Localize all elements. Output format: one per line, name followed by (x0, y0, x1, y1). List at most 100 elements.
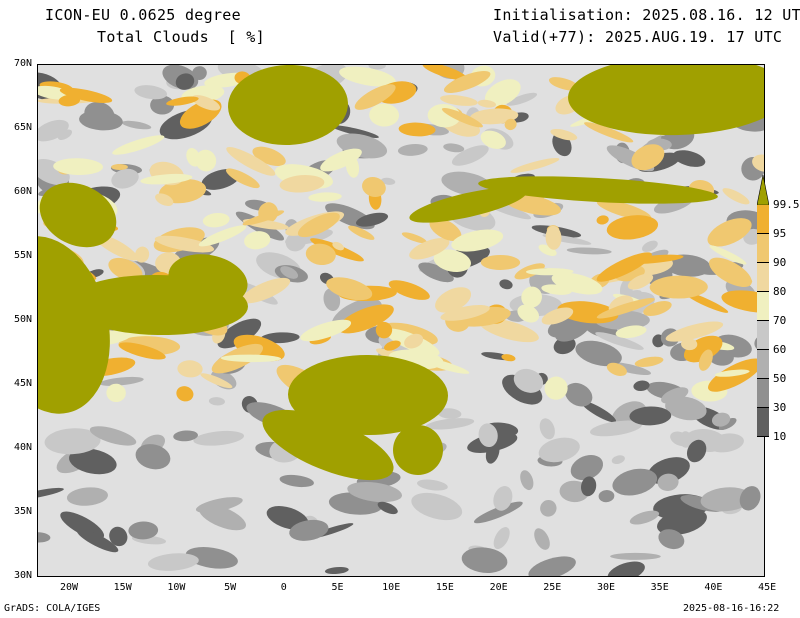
cloud-patch (485, 441, 500, 464)
cloud-patch (698, 349, 713, 371)
cloud-patch (521, 286, 542, 308)
cloud-patch (478, 423, 498, 448)
colorbar-label: 90 (773, 256, 787, 269)
lat-label: 35N (13, 506, 32, 517)
cloud-patch (634, 356, 664, 367)
cloud-patch (84, 101, 115, 128)
cloud-patch (348, 225, 375, 240)
cloud-patch (540, 499, 557, 517)
cloud-patch (528, 556, 576, 576)
cloud-patch (244, 231, 271, 250)
lat-label: 70N (13, 58, 32, 69)
cloud-patch (440, 95, 478, 106)
cloud-patch (121, 120, 152, 130)
colorbar-label: 95 (773, 227, 787, 240)
cloud-cover-map (37, 64, 765, 577)
cloud-patch (300, 319, 352, 342)
cloud-patch (409, 238, 450, 260)
lon-label: 40E (704, 582, 723, 593)
cloud-patch (154, 235, 215, 253)
cloud-patch (437, 408, 462, 419)
cloud-patch (112, 135, 165, 155)
colorbar-segment (757, 234, 769, 263)
cloud-patch (596, 199, 652, 221)
cloud-patch (623, 254, 684, 265)
cloud-patch (241, 277, 291, 304)
cloud-patch (615, 325, 647, 339)
variable-title: Total Clouds [ %] (97, 28, 265, 46)
cloud-patch (147, 553, 199, 571)
cloud-patch (722, 188, 750, 205)
cloud-patch (643, 301, 672, 316)
colorbar-label: 30 (773, 401, 787, 414)
cloud-patch (332, 241, 344, 251)
cloud-patch (411, 492, 463, 521)
cloud-patch (538, 244, 557, 256)
cloud-patch (718, 418, 737, 431)
colorbar-segment (757, 408, 769, 437)
cloud-patch (441, 171, 493, 196)
cloud-patch (598, 490, 615, 503)
cloud-patch (128, 521, 159, 540)
cloud-patch (38, 236, 110, 414)
lat-label: 65N (13, 122, 32, 133)
cloud-patch (69, 448, 117, 475)
cloud-field (38, 65, 764, 576)
lon-label: 10W (167, 582, 186, 593)
cloud-patch (347, 481, 403, 503)
lon-label: 20W (59, 582, 79, 593)
cloud-patch (134, 85, 168, 100)
cloud-patch (721, 290, 764, 313)
colorbar-overflow-triangle (757, 175, 769, 205)
cloud-patch (739, 486, 761, 511)
cloud-patch (441, 107, 483, 128)
colorbar-label: 10 (773, 430, 787, 443)
cloud-patch (57, 129, 73, 140)
lon-label: 45E (758, 582, 777, 593)
cloud-patch (228, 65, 348, 146)
cloud-patch (700, 487, 752, 512)
lon-label: 30E (596, 582, 616, 593)
cloud-patch (185, 547, 238, 569)
lon-label: 35E (650, 582, 669, 593)
cloud-patch (545, 225, 562, 250)
cloud-patch (629, 406, 672, 426)
cloud-patch (539, 418, 555, 440)
cloud-patch (752, 154, 764, 172)
cloud-patch (339, 66, 396, 87)
cloud-patch (477, 99, 497, 108)
cloud-patch (553, 336, 576, 355)
cloud-patch (166, 96, 199, 106)
cloud-patch (550, 128, 578, 141)
cloud-patch (443, 71, 491, 93)
cloud-patch (280, 266, 299, 279)
cloud-patch (279, 474, 314, 488)
cloud-patch (98, 376, 144, 386)
cloud-patch (173, 430, 198, 442)
cloud-patch (380, 177, 396, 185)
cloud-patch (326, 277, 373, 301)
cloud-patch (538, 437, 580, 463)
cloud-patch (355, 212, 389, 227)
cloud-patch (397, 143, 428, 156)
cloud-patch (614, 478, 629, 494)
cloud-patch (66, 487, 109, 506)
cloud-patch (279, 175, 325, 193)
cloud-patch (684, 291, 729, 313)
cloud-patch (401, 232, 427, 244)
cloud-patch (566, 247, 612, 255)
cloud-patch (252, 146, 286, 166)
cloud-patch (596, 298, 655, 319)
cloud-patch (111, 163, 128, 171)
cloud-patch (58, 94, 81, 107)
cloud-patch (155, 193, 174, 206)
cloud-patch (285, 232, 307, 252)
lon-label: 25E (543, 582, 562, 593)
cloud-patch (575, 340, 622, 367)
cloud-patch (480, 254, 521, 270)
cloud-patch (711, 412, 731, 427)
cloud-patch (193, 430, 244, 446)
cloud-patch (633, 380, 650, 392)
cloud-patch (388, 280, 430, 300)
cloud-patch (225, 168, 260, 189)
